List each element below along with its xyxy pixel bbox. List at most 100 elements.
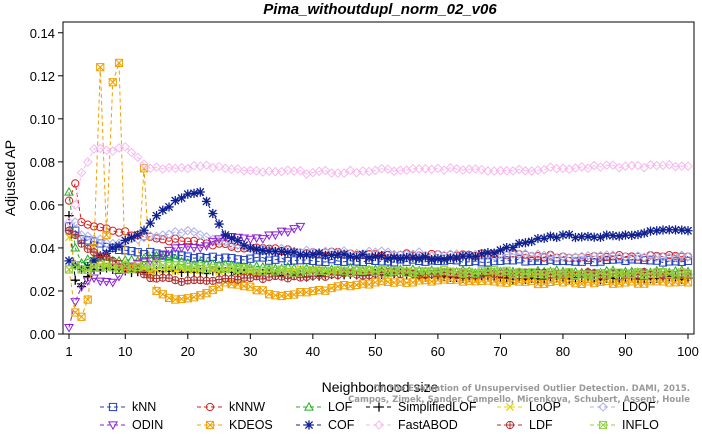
- point-inflo-11: [127, 264, 136, 273]
- point-fastabod-62: [445, 163, 456, 173]
- point-knn-90: [621, 256, 630, 265]
- point-odin-35: [276, 227, 287, 237]
- point-simplifiedlof-2: [70, 275, 80, 285]
- point-knn-73: [515, 255, 524, 264]
- y-tick-label-3: 0.06: [30, 198, 55, 213]
- legend-item-knn: kNN: [100, 400, 156, 414]
- point-fastabod-71: [501, 165, 512, 176]
- point-inflo-50: [371, 267, 380, 276]
- point-ldof-96: [658, 252, 668, 262]
- point-cof-60: [433, 254, 443, 264]
- legend-label-lof: LOF: [328, 400, 353, 414]
- point-ldf-3-cross: [77, 240, 86, 248]
- point-ldof-90: [620, 251, 631, 262]
- point-fastabod-91: [626, 160, 637, 171]
- point-ldof-94: [645, 250, 656, 261]
- point-inflo-62: [446, 267, 455, 276]
- point-inflo-38: [296, 268, 305, 277]
- point-fastabod-10: [120, 141, 131, 152]
- point-kdeos-13: [139, 164, 149, 173]
- point-knn-83: [577, 257, 586, 266]
- point-cof-47: [352, 252, 362, 262]
- point-inflo-6: [96, 263, 105, 272]
- point-kdeos-48: [358, 279, 367, 288]
- point-inflo-20: [183, 263, 192, 272]
- point-odin-16: [157, 251, 168, 261]
- point-kdeos-99: [677, 277, 686, 286]
- point-knn-22: [196, 252, 205, 262]
- point-simplifiedlof-1: [64, 211, 74, 221]
- point-kdeos-100-cross: [684, 278, 692, 287]
- point-cof-66: [470, 251, 481, 262]
- point-knn-11: [127, 247, 136, 256]
- legend-label-simplifiedlof: SimplifiedLOF: [398, 400, 477, 414]
- point-inflo-59: [427, 267, 436, 276]
- point-inflo-7: [102, 262, 111, 271]
- point-fastabod-66: [470, 164, 481, 174]
- point-kdeos-92: [633, 279, 643, 288]
- x-tick-label-50: 50: [368, 344, 382, 359]
- point-cof-100: [683, 226, 693, 236]
- legend-label-ldf: LDF: [529, 418, 553, 432]
- point-odin-18: [170, 244, 181, 254]
- plot-frame: [62, 21, 695, 335]
- point-inflo-58: [421, 267, 430, 276]
- point-ldf-28-cross: [234, 276, 242, 284]
- point-cof-25: [214, 219, 224, 229]
- series-fastabod: [64, 141, 693, 227]
- point-inflo-41: [315, 266, 324, 275]
- point-kdeos-88: [608, 279, 618, 288]
- point-cof-86: [595, 232, 606, 242]
- point-kdeos-89: [615, 279, 624, 288]
- legend-item-ldf: LDF: [497, 418, 553, 432]
- point-cof-99: [677, 225, 687, 235]
- point-cof-36: [283, 247, 293, 258]
- point-cof-89: [614, 231, 624, 241]
- point-cof-15: [151, 211, 162, 221]
- point-cof-70: [495, 245, 506, 255]
- point-ldof-76: [533, 249, 543, 260]
- point-kdeos-73: [515, 277, 524, 286]
- point-kdeos-100: [683, 278, 693, 287]
- point-ldf-32-cross: [259, 275, 267, 283]
- point-cof-29: [239, 240, 249, 250]
- legend-label-kdeos: KDEOS: [229, 418, 273, 432]
- point-cof-62: [445, 253, 456, 263]
- point-cof-31: [251, 244, 262, 254]
- legend-marker-inflo: [598, 420, 608, 430]
- plot-area: [64, 58, 693, 333]
- point-inflo-26: [221, 264, 230, 273]
- point-inflo-89: [615, 268, 624, 277]
- point-kdeos-38: [296, 287, 305, 297]
- legend-item-simplifiedlof: SimplifiedLOF: [366, 400, 477, 414]
- legend-label-loop: LoOP: [529, 400, 561, 414]
- legend-marker-inflo-cross: [599, 421, 607, 429]
- point-odin-32: [257, 235, 268, 244]
- point-odin-38: [295, 222, 306, 232]
- legend-item-knnw: kNNW: [197, 400, 265, 414]
- point-inflo-23: [202, 264, 211, 273]
- point-fastabod-31: [251, 166, 262, 176]
- point-kdeos-51: [377, 276, 386, 285]
- legend: kNN kNNW LOF SimplifiedLOF LoOP LDOF ODIN KDEOS…: [100, 400, 659, 432]
- point-lof-20: [182, 257, 193, 267]
- point-knnw-9: [114, 228, 124, 237]
- point-kdeos-90: [621, 278, 630, 287]
- point-cof-71: [502, 242, 512, 253]
- point-fastabod-3: [76, 167, 87, 178]
- point-inflo-19: [177, 261, 186, 270]
- point-ldof-22: [195, 229, 206, 240]
- x-tick-label-40: 40: [306, 344, 320, 359]
- legend-item-loop: LoOP: [497, 400, 561, 414]
- point-ldf-35-cross: [277, 273, 286, 281]
- point-ldf-2-cross: [71, 231, 79, 239]
- point-cof-19: [176, 193, 187, 203]
- point-cof-65: [464, 251, 474, 261]
- point-fastabod-33: [264, 166, 274, 176]
- point-inflo-82: [571, 270, 580, 280]
- point-odin-15: [151, 255, 162, 264]
- point-kdeos-3-cross: [77, 312, 86, 321]
- point-kdeos-47: [352, 280, 361, 290]
- point-kdeos-80: [558, 278, 568, 287]
- point-inflo-30: [246, 265, 255, 274]
